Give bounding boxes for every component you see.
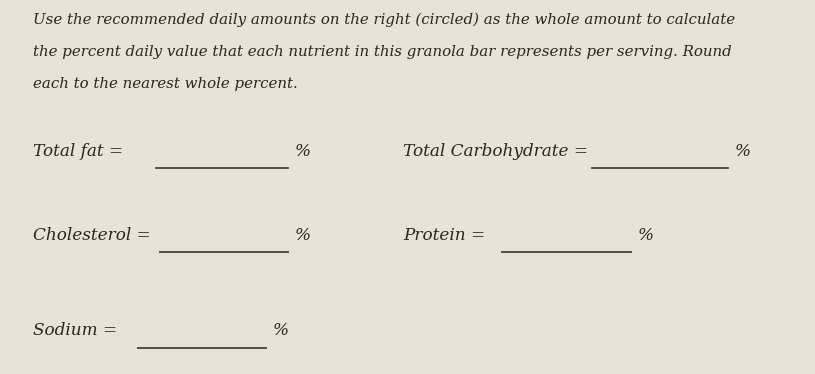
Text: Sodium =: Sodium = <box>33 322 117 340</box>
Text: %: % <box>295 143 311 160</box>
Text: Protein =: Protein = <box>403 227 486 244</box>
Text: %: % <box>295 227 311 244</box>
Text: Use the recommended daily amounts on the right (circled) as the whole amount to : Use the recommended daily amounts on the… <box>33 13 735 27</box>
Text: each to the nearest whole percent.: each to the nearest whole percent. <box>33 77 297 91</box>
Text: %: % <box>637 227 654 244</box>
Text: Total fat =: Total fat = <box>33 143 123 160</box>
Text: %: % <box>735 143 751 160</box>
Text: Cholesterol =: Cholesterol = <box>33 227 150 244</box>
Text: Total Carbohydrate =: Total Carbohydrate = <box>403 143 588 160</box>
Text: the percent daily value that each nutrient in this granola bar represents per se: the percent daily value that each nutrie… <box>33 45 731 59</box>
Text: %: % <box>273 322 289 340</box>
